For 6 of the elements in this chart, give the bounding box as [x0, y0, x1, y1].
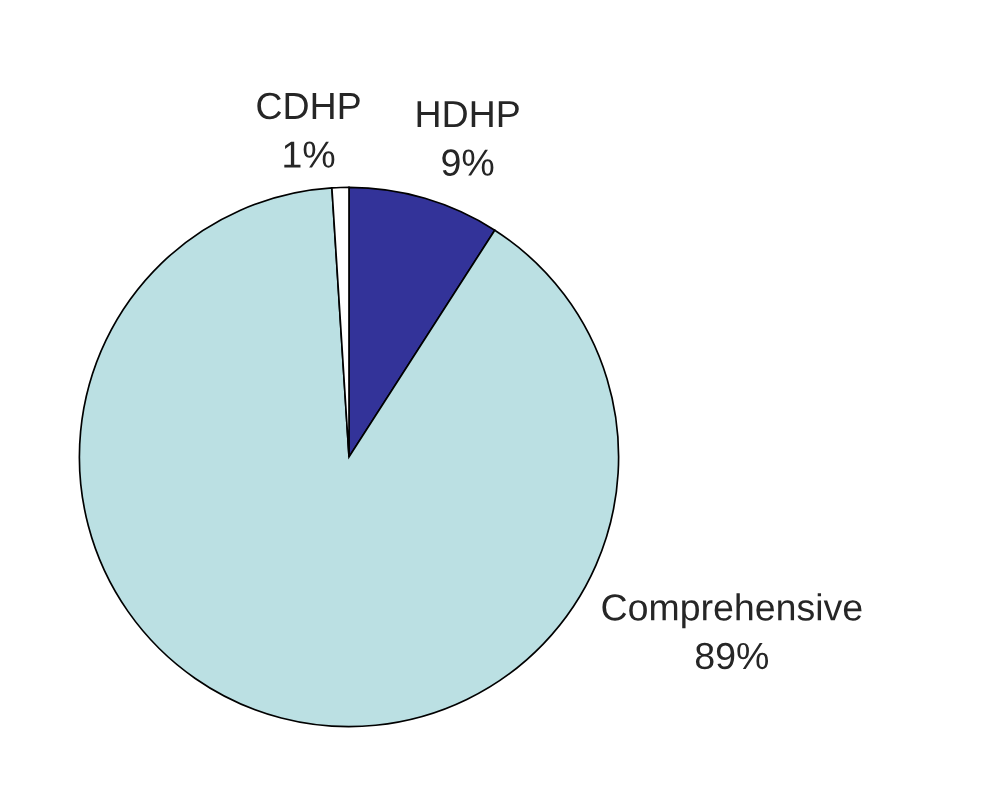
data-label: 9%: [442, 149, 494, 176]
slice-label: HDHP: [417, 101, 519, 127]
data-label: 1%: [284, 141, 335, 168]
slice-label: CDHP: [257, 92, 360, 120]
data-label: 89%: [695, 642, 769, 670]
slice-label: Comprehensive: [602, 593, 862, 629]
